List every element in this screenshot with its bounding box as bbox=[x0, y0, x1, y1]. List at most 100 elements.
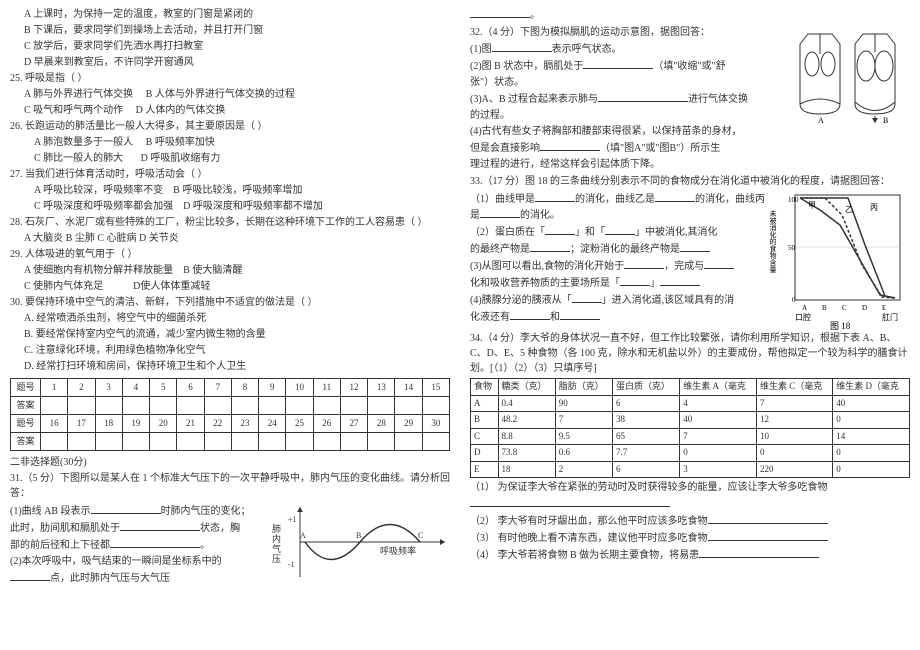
q32-wrap: A B 32.（4 分）下图为模拟膈肌的运动示意图，据图回答： (1)图表示呼气… bbox=[470, 24, 910, 173]
q33-wrap: 甲 乙 丙 100 50 0 A B C D E 口腔 肛门 未被消化的食物含量 图 1… bbox=[470, 190, 910, 330]
q32-4d: 理过程的进行，经常这样会引起体质下降。 bbox=[470, 157, 910, 172]
q29-cd: C 使肺内气体充足 D使人体体重减轻 bbox=[10, 279, 450, 294]
q25-c: C 吸气和呼气两个动作 bbox=[24, 105, 123, 116]
svg-text:E: E bbox=[882, 304, 886, 312]
q29: 29. 人体吸进的氧气用于（ ） bbox=[10, 247, 450, 262]
q29-ab: A 使细胞内有机物分解并释放能量 B 使大脑清醒 bbox=[10, 263, 450, 278]
svg-text:B: B bbox=[883, 116, 888, 124]
table-row: A0.49064740 bbox=[471, 395, 910, 412]
point-a: A bbox=[300, 531, 306, 540]
left-column: A 上课时，为保持一定的温度，教室的门窗是紧闭的 B 下课后，要求同学们到操场上… bbox=[0, 0, 460, 650]
svg-text:压: 压 bbox=[272, 554, 281, 564]
q34-2: （2） 李大爷有时牙龈出血，那么他平时应该多吃食物 bbox=[470, 513, 910, 529]
q28-opts: A 大脑炎 B 尘肺 C 心脏病 D 关节炎 bbox=[10, 231, 450, 246]
q25-opts-ab: A 肺与外界进行气体交换 B 人体与外界进行气体交换的过程 bbox=[10, 87, 450, 102]
table-row: 题号 123456789101112131415 bbox=[11, 379, 450, 397]
svg-text:A: A bbox=[818, 116, 824, 124]
svg-text:-1: -1 bbox=[288, 560, 295, 569]
q24-opt-c: C 放学后，要求同学们先洒水再打扫教室 bbox=[10, 39, 450, 54]
food-table: 食物 糖类（克） 脂肪（克） 蛋白质（克） 维生素 A（毫克 维生素 C（毫克 … bbox=[470, 378, 910, 478]
table-row: 答案 bbox=[11, 397, 450, 415]
q32-4: (4)古代有些女子将胸部和腰部束得很紧，以保持苗条的身材， bbox=[470, 124, 910, 139]
q24-opt-d: D 早晨来到教室后，不许同学开窗通风 bbox=[10, 55, 450, 70]
q31-wrap: A B C +1 -1 肺 内 气 压 呼吸频率 (1)曲线 AB 段表示时肺内… bbox=[10, 502, 450, 587]
x-right: 肛门 bbox=[882, 312, 898, 322]
q26-a: A 肺泡数量多于一般人 bbox=[34, 137, 133, 148]
q26-b: B 呼吸频率加快 bbox=[146, 137, 215, 148]
svg-text:B: B bbox=[822, 304, 827, 312]
q34-3: （3） 有时他晚上看不清东西，建议他平时应多吃食物 bbox=[470, 530, 910, 546]
svg-text:+1: +1 bbox=[288, 515, 297, 524]
q27-cd: C 呼吸深度和呼吸频率都会加强 D 呼吸深度和呼吸频率都不增加 bbox=[10, 199, 450, 214]
svg-text:气: 气 bbox=[272, 543, 281, 554]
section2-title: 二非选择题(30分) bbox=[10, 455, 450, 470]
q34: 34.（4 分）李大爷的身体状况一直不好，但工作比较繁张，请你利用所学知识，根据… bbox=[470, 331, 910, 376]
q34-1b bbox=[470, 496, 910, 512]
table-row: 食物 糖类（克） 脂肪（克） 蛋白质（克） 维生素 A（毫克 维生素 C（毫克 … bbox=[471, 379, 910, 396]
svg-text:50: 50 bbox=[788, 244, 796, 252]
q29-c: C 使肺内气体充足 bbox=[24, 281, 103, 292]
q32-4b: 但是会直接影响（填"图A"或"图B"）所示生 bbox=[470, 140, 910, 156]
q26-d: D 呼吸肌收缩有力 bbox=[141, 153, 221, 164]
q34-1: （1） 为保证李大爷在紧张的劳动时及时获得较多的能量，应该让李大爷多吃食物 bbox=[470, 480, 910, 495]
q29-b: B 使大脑清醒 bbox=[183, 265, 242, 276]
svg-text:甲: 甲 bbox=[808, 201, 816, 210]
answer-table: 题号 123456789101112131415 答案 题号 161718192… bbox=[10, 378, 450, 451]
q25-a: A 肺与外界进行气体交换 bbox=[24, 89, 133, 100]
q26-ab: A 肺泡数量多于一般人 B 呼吸频率加快 bbox=[10, 135, 450, 150]
point-c: C bbox=[418, 531, 423, 540]
svg-text:0: 0 bbox=[792, 296, 796, 304]
q27-ab: A 呼吸比较深，呼吸频率不变 B 呼吸比较浅，呼吸频率增加 bbox=[10, 183, 450, 198]
svg-text:肺: 肺 bbox=[272, 524, 281, 534]
table-label: 题号 bbox=[11, 379, 41, 397]
q27: 27. 当我们进行体育活动时，呼吸活动会（ ） bbox=[10, 167, 450, 182]
q30-b: B. 要经常保持室内空气的流通，减少室内微生物的含量 bbox=[10, 327, 450, 342]
q29-d: D使人体体重减轻 bbox=[133, 281, 210, 292]
svg-text:C: C bbox=[842, 304, 847, 312]
q24-opt-b: B 下课后，要求同学们到操场上去活动，并且打开门窗 bbox=[10, 23, 450, 38]
point-b: B bbox=[356, 531, 361, 540]
q25-b: B 人体与外界进行气体交换的过程 bbox=[146, 89, 295, 100]
q31-cont: 。 bbox=[470, 7, 910, 23]
table-row: B48.273840120 bbox=[471, 412, 910, 429]
svg-text:乙: 乙 bbox=[845, 205, 853, 214]
q33: 33.（17 分）图 18 的三条曲线分别表示不同的食物成分在消化道中被消化的程… bbox=[470, 174, 910, 189]
q25: 25. 呼吸是指（ ） bbox=[10, 71, 450, 86]
svg-text:内: 内 bbox=[272, 533, 281, 544]
right-column: 。 A B 32.（4 分）下图为模拟膈肌的运动示意 bbox=[460, 0, 920, 650]
q27-c: C 呼吸深度和呼吸频率都会加强 bbox=[34, 201, 173, 212]
svg-text:100: 100 bbox=[788, 196, 799, 204]
q30-d: D. 经常打扫环境和房间，保持环境卫生和个人卫生 bbox=[10, 359, 450, 374]
xlabel: 呼吸频率 bbox=[380, 545, 416, 556]
svg-text:A: A bbox=[802, 304, 807, 312]
table-row: D73.80.67.7000 bbox=[471, 445, 910, 462]
table-row: 答案 bbox=[11, 433, 450, 451]
table-row: 题号 161718192021222324252627282930 bbox=[11, 415, 450, 433]
q28: 28. 石灰厂、水泥厂或有些特殊的工厂，粉尘比较多，长期在这种环境下工作的工人容… bbox=[10, 215, 450, 230]
sine-chart: A B C +1 -1 肺 内 气 压 呼吸频率 bbox=[270, 502, 450, 582]
table-row: E182632200 bbox=[471, 461, 910, 478]
svg-text:D: D bbox=[862, 304, 867, 312]
q27-b: B 呼吸比较浅，呼吸频率增加 bbox=[173, 185, 302, 196]
x-left: 口腔 bbox=[795, 312, 811, 322]
q34-4: （4） 李大爷若将食物 B 做为长期主要食物，将易患 bbox=[470, 547, 910, 563]
digest-chart: 甲 乙 丙 100 50 0 A B C D E 口腔 肛门 未被消化的食物含量 图 1… bbox=[770, 190, 910, 330]
q29-a: A 使细胞内有机物分解并释放能量 bbox=[24, 265, 173, 276]
q26-c: C 肺比一般人的肺大 bbox=[34, 153, 123, 164]
ylabel: 未被消化的食物含量 bbox=[770, 209, 777, 273]
caption: 图 18 bbox=[830, 321, 851, 330]
svg-text:丙: 丙 bbox=[870, 203, 878, 212]
q26-cd: C 肺比一般人的肺大 D 呼吸肌收缩有力 bbox=[10, 151, 450, 166]
q30: 30. 要保持环境中空气的清洁、新鲜，下列措施中不适宜的做法是（ ） bbox=[10, 295, 450, 310]
q27-a: A 呼吸比较深，呼吸频率不变 bbox=[34, 185, 163, 196]
q25-opts-cd: C 吸气和呼气两个动作 D 人体内的气体交换 bbox=[10, 103, 450, 118]
q26: 26. 长跑运动的肺活量比一般人大得多，其主要原因是（ ） bbox=[10, 119, 450, 134]
table-row: C8.89.56571014 bbox=[471, 428, 910, 445]
q30-a: A. 经常喷洒杀虫剂，将空气中的细菌杀死 bbox=[10, 311, 450, 326]
q30-c: C. 注意绿化环境，利用绿色植物净化空气 bbox=[10, 343, 450, 358]
q24-opt-a: A 上课时，为保持一定的温度，教室的门窗是紧闭的 bbox=[10, 7, 450, 22]
q25-d: D 人体内的气体交换 bbox=[136, 105, 226, 116]
q27-d: D 呼吸深度和呼吸频率都不增加 bbox=[183, 201, 323, 212]
q31: 31.（5 分）下图所以是某人在 1 个标准大气压下的一次平静呼吸中，肺内气压的… bbox=[10, 471, 450, 501]
lungs-figure: A B bbox=[790, 24, 910, 124]
